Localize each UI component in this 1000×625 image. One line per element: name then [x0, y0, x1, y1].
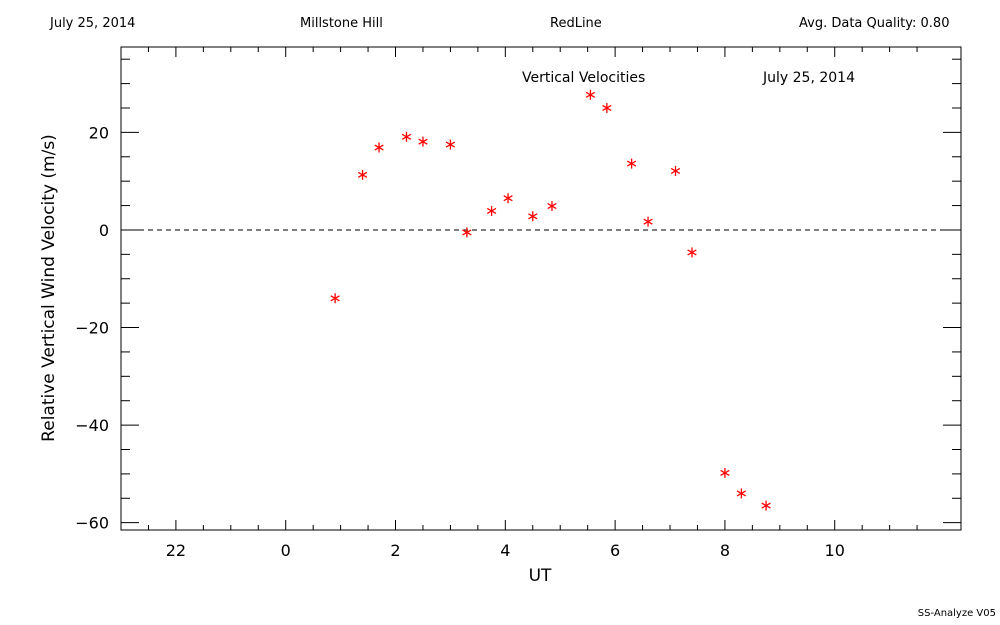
version-footer: SS-Analyze V05 [917, 608, 996, 619]
data-point [330, 293, 340, 304]
y-tick-label: −60 [75, 514, 109, 533]
point-stroke [643, 218, 653, 225]
header-quality: Avg. Data Quality: 0.80 [799, 16, 950, 31]
data-point [643, 216, 653, 227]
point-stroke [330, 295, 340, 302]
point-stroke [357, 171, 368, 178]
x-tick-label: 22 [166, 541, 186, 560]
point-stroke [585, 91, 596, 98]
x-tick-label: 10 [825, 541, 845, 560]
y-tick-label: 20 [89, 123, 109, 142]
header-date: July 25, 2014 [50, 16, 136, 31]
data-point [736, 488, 747, 499]
y-tick-label: 0 [99, 221, 109, 240]
point-stroke [486, 207, 497, 214]
point-stroke [374, 144, 384, 151]
plot-frame [120, 46, 962, 531]
data-points [330, 89, 771, 511]
point-stroke [547, 202, 557, 210]
chart-title: Vertical Velocities [522, 70, 645, 86]
x-tick-label: 0 [281, 541, 291, 560]
data-point [503, 193, 513, 204]
data-point [528, 211, 538, 222]
data-point [357, 169, 368, 180]
x-tick-label: 8 [720, 541, 730, 560]
point-stroke [401, 133, 412, 140]
point-stroke [626, 160, 637, 167]
header-site: Millstone Hill [300, 16, 383, 31]
point-stroke [462, 229, 472, 236]
header-line: RedLine [550, 16, 602, 31]
y-axis-label: Relative Vertical Wind Velocity (m/s) [39, 134, 59, 442]
axis-ticks [121, 47, 961, 530]
point-stroke [736, 490, 747, 497]
data-point [462, 227, 472, 238]
x-tick-label: 4 [500, 541, 510, 560]
data-point [720, 467, 730, 478]
point-stroke [503, 195, 513, 202]
data-point [547, 201, 557, 212]
data-point [374, 142, 384, 153]
point-stroke [445, 141, 456, 148]
data-point [761, 500, 771, 511]
point-stroke [720, 469, 730, 476]
data-point [401, 131, 412, 142]
x-tick-label: 2 [390, 541, 400, 560]
data-point [687, 247, 697, 258]
data-point [585, 89, 596, 100]
point-stroke [761, 502, 771, 509]
data-point [418, 136, 428, 147]
data-point [670, 165, 681, 176]
point-stroke [418, 138, 428, 145]
x-axis-label: UT [529, 566, 552, 586]
data-point [445, 139, 456, 150]
data-point [602, 102, 612, 113]
chart-annotation: July 25, 2014 [762, 70, 855, 86]
data-point [626, 158, 637, 169]
point-stroke [670, 167, 681, 174]
data-point [486, 205, 497, 216]
y-tick-label: −40 [75, 416, 109, 435]
point-stroke [687, 249, 697, 256]
tick-labels: 22 0 2 4 6 8 10 −60 −40 −20 0 20 [75, 123, 845, 560]
point-stroke [528, 213, 538, 220]
point-stroke [602, 104, 612, 112]
x-tick-label: 6 [610, 541, 620, 560]
y-tick-label: −20 [75, 319, 109, 338]
